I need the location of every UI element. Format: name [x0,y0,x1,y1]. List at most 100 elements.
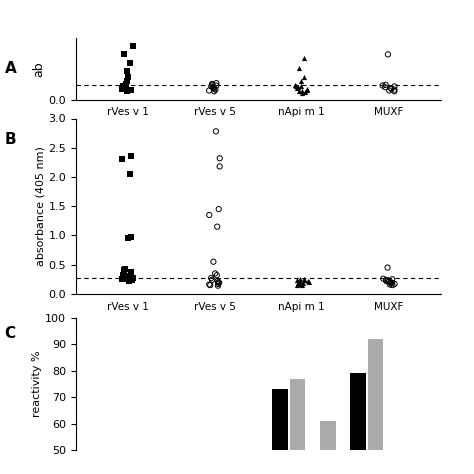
Point [213,223,221,230]
Point [305,278,312,286]
Point [128,277,136,284]
Point [209,81,216,89]
Point [295,88,303,95]
Point [297,78,305,85]
Point [210,85,218,92]
Point [384,51,392,58]
Point [212,79,220,87]
Point [297,82,305,90]
Text: A: A [5,61,17,76]
Point [382,81,390,89]
Point [391,86,398,93]
Point [391,88,398,95]
Point [303,86,311,93]
Point [387,84,395,92]
Point [391,82,398,90]
Point [209,83,217,91]
Point [297,280,304,288]
Point [129,42,137,50]
Point [205,87,213,94]
Point [125,73,132,80]
Point [298,87,306,94]
Point [120,270,128,277]
Bar [350,374,366,474]
Point [383,277,390,285]
Point [119,82,127,90]
Point [294,83,301,91]
Point [380,275,387,283]
Point [214,280,222,288]
Point [389,282,396,289]
Point [206,282,214,289]
Point [215,278,222,286]
Point [210,84,218,92]
Point [120,82,128,90]
Point [123,88,131,95]
Point [301,55,308,62]
Point [384,277,392,284]
Bar [290,379,305,474]
Y-axis label: absorbance (405 nm): absorbance (405 nm) [36,146,46,266]
Point [130,274,137,282]
Point [207,274,215,282]
Point [214,282,222,290]
Point [293,277,301,284]
Point [294,279,302,287]
Point [379,82,386,90]
Point [383,276,390,283]
Point [121,265,128,273]
Point [128,268,135,276]
Point [208,276,216,283]
Point [205,281,213,288]
Point [119,272,127,279]
Point [388,275,396,283]
Y-axis label: ab: ab [33,61,46,76]
Point [299,282,306,289]
Point [126,170,133,178]
Point [127,273,134,280]
Point [128,153,135,160]
Bar [368,339,383,474]
Point [212,86,219,93]
Point [123,78,130,85]
Bar [272,389,288,474]
Point [296,275,304,283]
Point [293,281,301,288]
Point [208,80,216,88]
Point [205,211,213,219]
Point [300,276,308,283]
Point [385,278,393,285]
Point [300,73,308,80]
Point [210,88,218,95]
Point [391,280,398,288]
Point [213,272,220,279]
Point [304,277,312,285]
Point [212,128,220,135]
Point [118,155,126,163]
Point [215,279,223,287]
Point [124,235,132,242]
Point [212,82,220,90]
Point [127,233,135,240]
Point [120,51,128,58]
Point [300,275,308,283]
Point [210,258,217,265]
Point [296,278,303,285]
Y-axis label: reactivity %: reactivity % [32,351,42,417]
Point [299,280,307,287]
Point [118,85,126,92]
Point [211,270,219,277]
Point [215,205,222,213]
Point [384,264,392,271]
Point [120,267,128,274]
Point [120,83,128,91]
Text: B: B [5,132,17,147]
Bar [320,421,336,474]
Point [293,84,301,92]
Point [301,88,309,96]
Text: C: C [5,326,16,341]
Point [385,87,393,94]
Point [387,280,395,287]
Point [118,275,126,283]
Point [388,279,396,287]
